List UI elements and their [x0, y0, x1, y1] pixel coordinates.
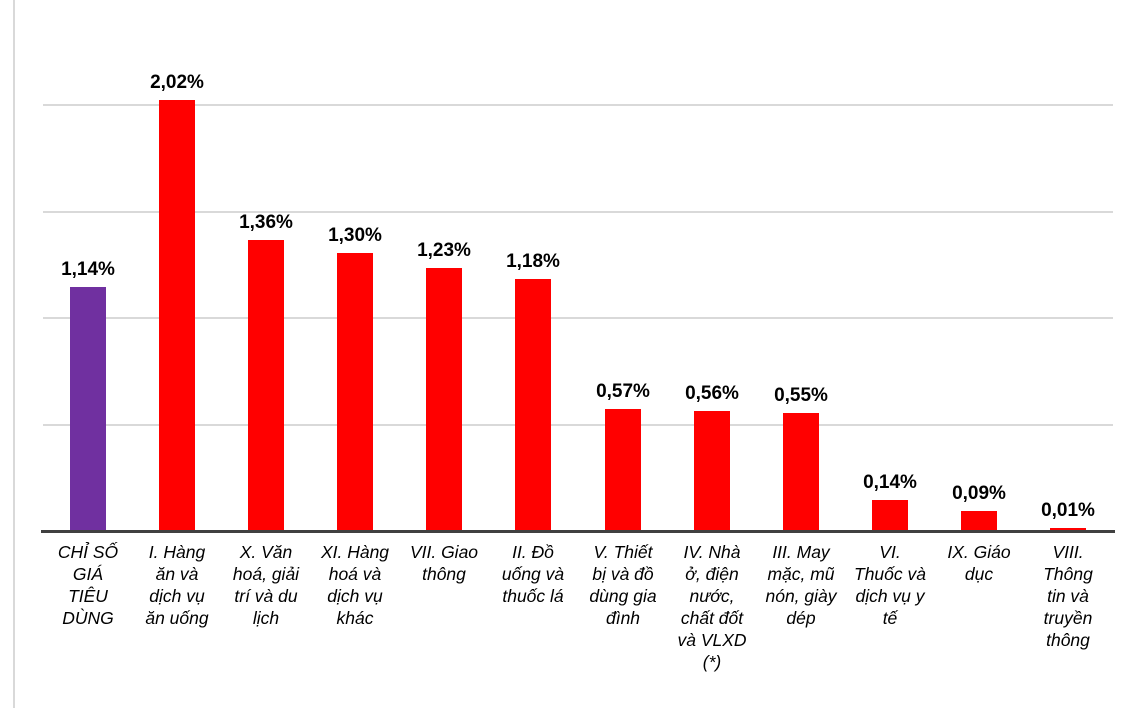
category-label: II. Đồ uống và thuốc lá — [501, 542, 565, 606]
bar-series — [159, 100, 195, 530]
category-label: VIII. Thông tin và truyền thông — [1043, 542, 1093, 650]
gridline — [43, 104, 1113, 106]
value-label: 0,56% — [685, 383, 739, 404]
bar-series — [872, 500, 908, 530]
bar-series — [426, 268, 462, 530]
bar-series — [337, 253, 373, 530]
bar-series — [1050, 528, 1086, 530]
value-label: 1,30% — [328, 225, 382, 246]
category-label: IV. Nhà ở, điện nước, chất đốt và VLXD (… — [677, 542, 747, 672]
category-label: IX. Giáo dục — [947, 542, 1011, 584]
bar-series — [783, 413, 819, 530]
value-label: 0,14% — [863, 472, 917, 493]
gridline — [43, 424, 1113, 426]
value-label: 0,09% — [952, 483, 1006, 504]
gridline — [43, 317, 1113, 319]
value-label: 0,57% — [596, 381, 650, 402]
value-label: 1,14% — [61, 259, 115, 280]
category-label: I. Hàng ăn và dịch vụ ăn uống — [145, 542, 209, 628]
value-label: 2,02% — [150, 72, 204, 93]
bar-series — [961, 511, 997, 530]
bar-series — [515, 279, 551, 530]
value-label: 1,36% — [239, 212, 293, 233]
bar-series — [248, 240, 284, 530]
bar-highlight — [70, 287, 106, 530]
category-label: X. Văn hoá, giải trí và du lịch — [232, 542, 300, 628]
gridline — [43, 211, 1113, 213]
category-label: VI. Thuốc và dịch vụ y tế — [854, 542, 926, 628]
value-label: 1,23% — [417, 240, 471, 261]
bar-series — [694, 411, 730, 530]
category-label: CHỈ SỐ GIÁ TIÊU DÙNG — [57, 542, 119, 628]
bar-series — [605, 409, 641, 530]
value-label: 0,01% — [1041, 500, 1095, 521]
value-label: 1,18% — [506, 251, 560, 272]
value-label: 0,55% — [774, 385, 828, 406]
category-label: XI. Hàng hoá và dịch vụ khác — [320, 542, 390, 628]
category-label: III. May mặc, mũ nón, giày dép — [765, 542, 837, 628]
category-label: VII. Giao thông — [409, 542, 479, 584]
category-label: V. Thiết bị và đồ dùng gia đình — [589, 542, 657, 628]
x-axis-line — [41, 530, 1115, 533]
chart-left-border — [13, 0, 15, 708]
